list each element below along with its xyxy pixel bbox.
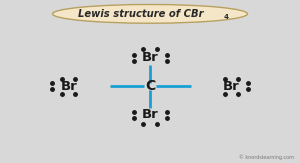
Text: 4: 4 [224,14,229,20]
Text: © knordslearning.com: © knordslearning.com [239,154,294,160]
Text: Br: Br [60,80,77,93]
Text: C: C [145,79,155,93]
Text: Br: Br [142,51,158,64]
Text: Br: Br [142,108,158,121]
Text: Lewis structure of CBr: Lewis structure of CBr [78,9,204,19]
Ellipse shape [52,4,247,23]
Text: Br: Br [223,80,240,93]
